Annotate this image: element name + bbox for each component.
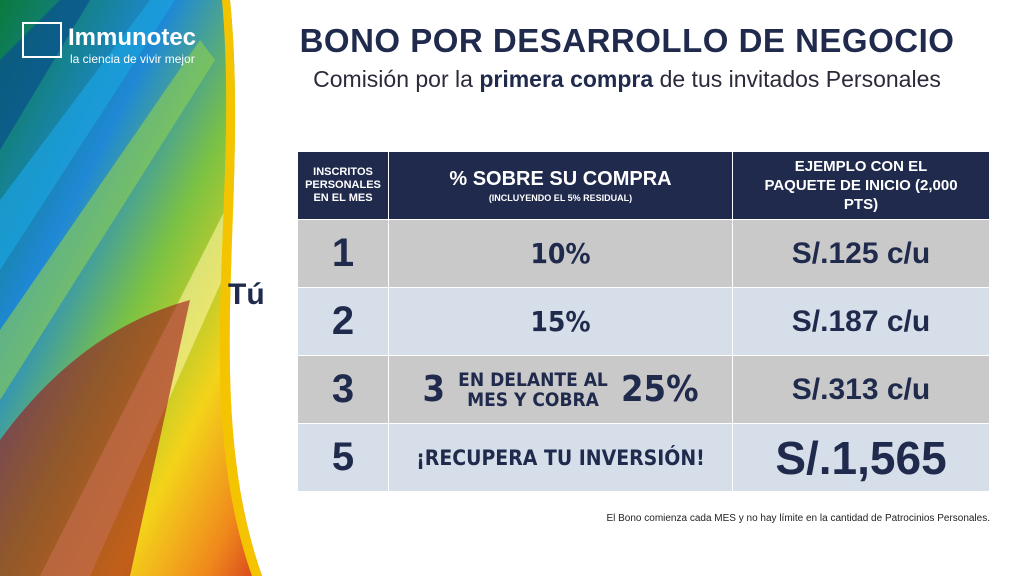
subtitle-text: de tus invitados Personales	[659, 66, 941, 92]
title: BONO POR DESARROLLO DE NEGOCIO	[299, 22, 955, 59]
table-cell: 15%	[389, 288, 733, 356]
cell-text: S/.1,565	[775, 431, 947, 484]
table-cell: S/.1,565	[733, 424, 990, 492]
header-note: (INCLUYENDO EL 5% RESIDUAL)	[488, 193, 633, 203]
cell-text: 2	[331, 299, 355, 343]
logo-icon	[22, 22, 62, 58]
cell-text: 10%	[530, 237, 591, 270]
table-cell: 2	[298, 288, 389, 356]
table-cell: 10%	[389, 220, 733, 288]
logo-tagline: la ciencia de vivir mejor	[70, 52, 195, 66]
table-cell: 1	[298, 220, 389, 288]
table-cell: S/.313 c/u	[733, 356, 990, 424]
cell-end: 25%	[621, 369, 699, 410]
header-cell: % SOBRE SU COMPRA (INCLUYENDO EL 5% RESID…	[389, 152, 733, 220]
cell-text: S/.125 c/u	[791, 236, 931, 270]
table-cell: S/.125 c/u	[733, 220, 990, 288]
cell-middle: EN DELANTE AL MES Y COBRA	[458, 368, 608, 411]
table-cell: 5	[298, 424, 389, 492]
cell-lead: 3	[422, 369, 445, 410]
table-cell: ¡RECUPERA TU INVERSIÓN!	[389, 424, 733, 492]
subtitle: Comisión por la primera compra de tus in…	[262, 66, 992, 93]
header-cell: EJEMPLO CON EL PAQUETE DE INICIO (2,000 …	[733, 152, 990, 220]
table-cell: 3	[298, 356, 389, 424]
header-text: INSCRITOS PERSONALES EN EL MES	[305, 166, 381, 204]
table-cell: 3 EN DELANTE AL MES Y COBRA 25%	[389, 356, 733, 424]
cell-text: 1	[331, 231, 355, 275]
decorative-background	[0, 0, 290, 576]
cell-text: S/.187 c/u	[791, 304, 931, 338]
subtitle-bold: primera compra	[479, 66, 654, 92]
side-label: Tú	[228, 278, 265, 311]
header-text: EJEMPLO CON EL PAQUETE DE INICIO (2,000 …	[764, 158, 958, 213]
subtitle-text: Comisión por la	[313, 66, 473, 92]
cell-text: 15%	[530, 305, 591, 338]
cell-text: 5	[331, 435, 355, 479]
cell-text: S/.313 c/u	[791, 372, 931, 406]
footer-note: El Bono comienza cada MES y no hay límit…	[606, 513, 990, 524]
header-text: % SOBRE SU COMPRA	[449, 168, 672, 190]
cell-text: 3	[331, 367, 355, 411]
cell-text: ¡RECUPERA TU INVERSIÓN!	[416, 445, 705, 470]
table-cell: S/.187 c/u	[733, 288, 990, 356]
header-cell: INSCRITOS PERSONALES EN EL MES	[298, 152, 389, 220]
logo-brand: Immunotec	[68, 24, 197, 51]
